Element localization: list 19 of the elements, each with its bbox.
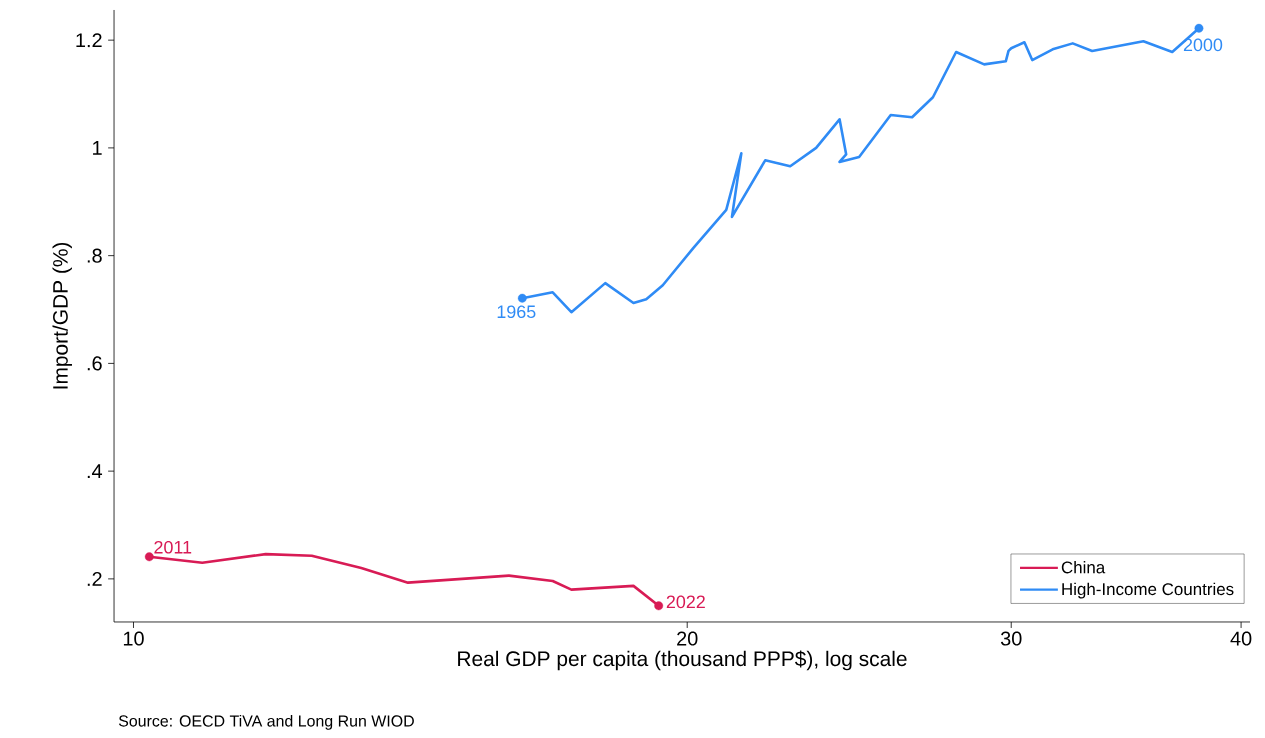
- x-tick-label: 20: [677, 631, 698, 646]
- y-tick-label: .6: [87, 356, 102, 371]
- y-tick-label: 1: [93, 141, 102, 155]
- x-tick-label: 30: [1000, 631, 1022, 646]
- x-tick-label: 10: [123, 631, 144, 646]
- y-tick-label: .4: [87, 464, 103, 478]
- source-note: Source: OECD TiVA and Long Run WIOD: [118, 714, 414, 730]
- annotation: 2000: [1183, 38, 1223, 52]
- x-axis-title: Real GDP per capita (thousand PPP$), log scale: [458, 650, 907, 671]
- legend-label: High-Income Countries: [1062, 582, 1234, 599]
- annotation: 2022: [666, 595, 705, 609]
- annotation: 1965: [497, 305, 536, 319]
- y-tick-label: .2: [87, 571, 102, 586]
- y-tick-label: 1.2: [76, 33, 102, 48]
- y-tick-label: .8: [87, 248, 102, 263]
- annotation: 2011: [154, 540, 192, 554]
- legend-label: China: [1061, 560, 1106, 574]
- x-tick-label: 40: [1230, 631, 1252, 646]
- y-axis-title: Import/GDP (%): [52, 242, 72, 389]
